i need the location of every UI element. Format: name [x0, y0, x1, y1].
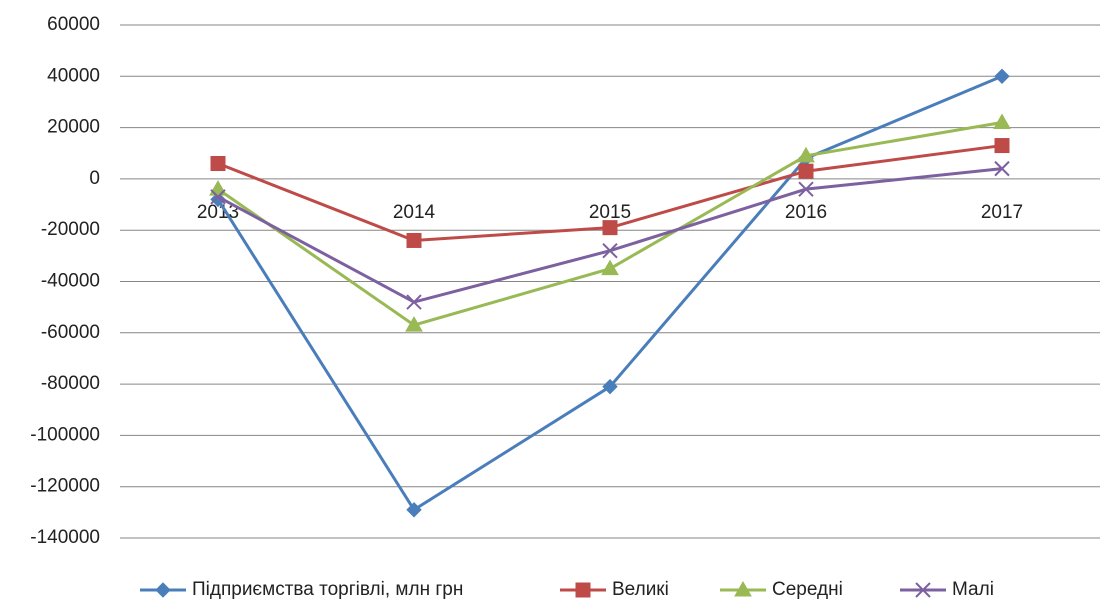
x-tick-label: 2016	[785, 202, 827, 223]
marker	[994, 138, 1010, 154]
x-tick-label: 2017	[981, 202, 1023, 223]
y-tick-label: -80000	[41, 373, 100, 394]
y-tick-label: 40000	[47, 65, 100, 86]
marker	[798, 181, 814, 197]
y-tick-label: -20000	[41, 219, 100, 240]
marker	[602, 220, 618, 236]
legend-marker	[915, 582, 931, 598]
legend-marker	[155, 582, 171, 598]
marker	[405, 316, 423, 332]
marker	[210, 156, 226, 172]
marker	[406, 232, 422, 248]
y-tick-label: 20000	[47, 117, 100, 138]
legend-marker	[575, 582, 591, 598]
marker	[210, 191, 226, 208]
marker	[601, 259, 619, 276]
marker	[798, 163, 814, 179]
y-tick-label: 0	[89, 168, 100, 189]
legend-label: Підприємства торгівлі, млн грн	[192, 579, 463, 600]
legend-marker	[734, 580, 752, 597]
marker	[210, 189, 226, 205]
y-tick-label: -60000	[41, 322, 100, 343]
y-tick-label: -120000	[30, 476, 100, 497]
y-tick-label: 60000	[47, 14, 100, 35]
x-tick-label: 2015	[589, 202, 631, 223]
legend-label: Великі	[612, 579, 669, 600]
marker	[994, 160, 1010, 177]
marker	[994, 68, 1010, 85]
y-tick-label: -140000	[30, 527, 100, 548]
marker	[993, 113, 1011, 129]
marker	[797, 146, 815, 163]
y-tick-label: -40000	[41, 271, 100, 292]
series-line	[217, 167, 1003, 304]
marker	[406, 294, 422, 310]
marker	[602, 243, 618, 259]
legend-label: Середні	[772, 579, 843, 600]
y-tick-label: -100000	[30, 424, 100, 445]
marker	[406, 502, 422, 518]
marker	[602, 378, 618, 395]
x-tick-label: 2014	[393, 202, 436, 223]
legend-label: Малі	[952, 579, 994, 600]
marker	[209, 180, 227, 196]
